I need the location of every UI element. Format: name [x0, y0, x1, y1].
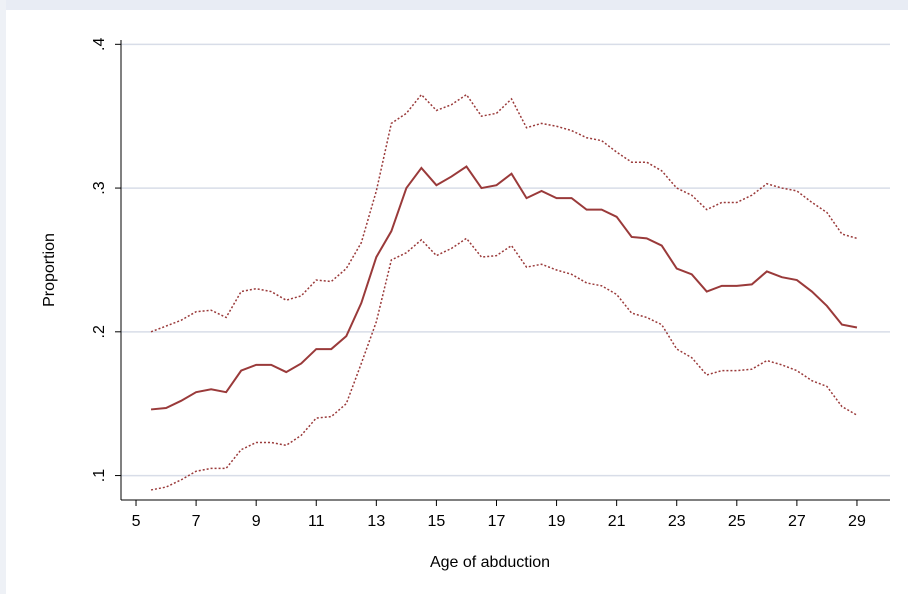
series-line	[150, 165, 858, 411]
x-tick-label: 5	[132, 513, 141, 530]
frame-left	[0, 0, 6, 594]
x-tick-label: 17	[488, 513, 506, 530]
y-tick-label: .4	[91, 38, 108, 51]
frame-top	[0, 0, 908, 10]
y-tick-label: .3	[91, 181, 108, 194]
x-tick-label: 11	[308, 513, 325, 530]
x-tick-label: 21	[608, 513, 626, 530]
x-tick-label: 23	[668, 513, 686, 530]
x-tick-label: 19	[548, 513, 566, 530]
x-tick-label: 13	[367, 513, 385, 530]
y-tick-label: .2	[91, 325, 108, 338]
x-tick-label: 7	[192, 513, 201, 530]
x-tick-label: 9	[252, 513, 261, 530]
x-tick-label: 15	[428, 513, 446, 530]
series-line	[150, 237, 858, 491]
y-tick-label: .1	[91, 469, 108, 482]
x-tick-label: 27	[788, 513, 806, 530]
series-line	[150, 93, 858, 333]
x-tick-label: 29	[848, 513, 866, 530]
x-axis-title: Age of abduction	[430, 554, 550, 571]
x-tick-label: 25	[728, 513, 746, 530]
y-axis-title: Proportion	[41, 233, 58, 307]
